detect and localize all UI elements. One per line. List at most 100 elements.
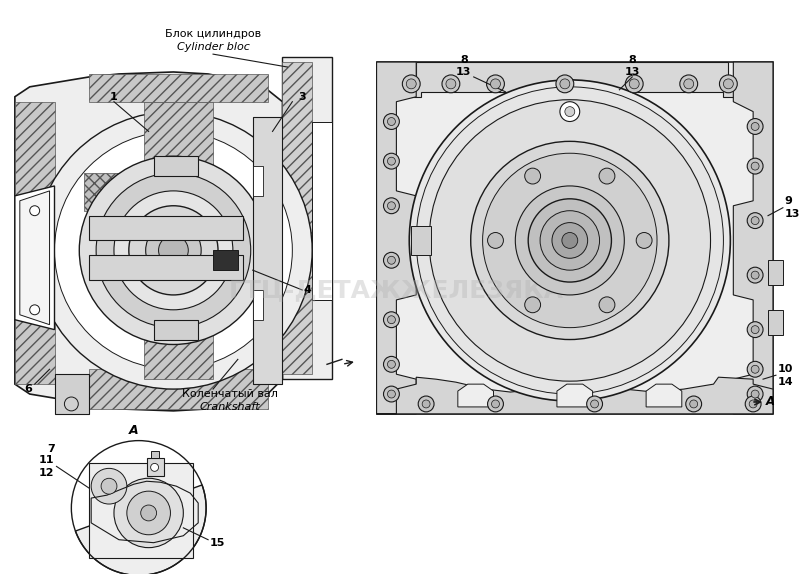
Circle shape	[515, 186, 624, 295]
Circle shape	[747, 361, 763, 377]
Polygon shape	[146, 459, 163, 476]
Circle shape	[599, 168, 615, 184]
Polygon shape	[54, 374, 89, 414]
Circle shape	[751, 271, 759, 279]
Circle shape	[30, 305, 40, 315]
Circle shape	[590, 400, 598, 408]
Circle shape	[562, 233, 578, 248]
Circle shape	[528, 199, 611, 282]
Polygon shape	[54, 374, 89, 414]
Polygon shape	[768, 310, 783, 335]
Circle shape	[129, 206, 218, 295]
Circle shape	[158, 235, 188, 265]
Circle shape	[429, 100, 710, 381]
Circle shape	[719, 75, 738, 93]
Circle shape	[560, 79, 570, 89]
Text: 10: 10	[778, 364, 794, 374]
Polygon shape	[203, 255, 242, 280]
Circle shape	[747, 267, 763, 283]
Text: Блок цилиндров: Блок цилиндров	[165, 29, 261, 39]
Circle shape	[747, 386, 763, 402]
Polygon shape	[89, 255, 242, 280]
Polygon shape	[15, 72, 282, 411]
Circle shape	[482, 153, 657, 328]
Polygon shape	[377, 377, 773, 414]
Circle shape	[410, 80, 730, 401]
Circle shape	[487, 233, 503, 248]
Polygon shape	[557, 384, 593, 407]
Circle shape	[387, 202, 395, 209]
Circle shape	[383, 114, 399, 129]
Circle shape	[747, 322, 763, 338]
Circle shape	[684, 79, 694, 89]
Text: 14: 14	[778, 377, 794, 387]
Polygon shape	[411, 226, 431, 255]
Circle shape	[416, 87, 723, 394]
Circle shape	[406, 79, 416, 89]
Text: 6: 6	[24, 384, 32, 394]
Circle shape	[387, 157, 395, 165]
Circle shape	[383, 198, 399, 213]
Polygon shape	[458, 384, 494, 407]
Text: 8: 8	[628, 55, 636, 65]
Circle shape	[387, 256, 395, 264]
Circle shape	[146, 223, 201, 278]
Circle shape	[686, 396, 702, 412]
Polygon shape	[253, 166, 262, 196]
Polygon shape	[377, 62, 773, 414]
Polygon shape	[89, 216, 144, 241]
Text: 13: 13	[625, 67, 640, 77]
Circle shape	[626, 75, 643, 93]
Circle shape	[565, 107, 574, 117]
Polygon shape	[154, 156, 198, 176]
Polygon shape	[15, 186, 54, 329]
Polygon shape	[89, 74, 267, 102]
Circle shape	[127, 491, 170, 535]
Circle shape	[490, 79, 501, 89]
Circle shape	[751, 390, 759, 398]
Text: 4: 4	[303, 285, 311, 295]
Polygon shape	[150, 451, 158, 459]
Circle shape	[387, 118, 395, 125]
Text: 7: 7	[46, 444, 54, 454]
Polygon shape	[144, 102, 213, 176]
Circle shape	[383, 252, 399, 268]
Circle shape	[525, 168, 541, 184]
Circle shape	[751, 162, 759, 170]
Circle shape	[552, 223, 588, 258]
Circle shape	[751, 365, 759, 373]
Circle shape	[680, 75, 698, 93]
Circle shape	[422, 400, 430, 408]
Circle shape	[101, 478, 117, 494]
Circle shape	[690, 400, 698, 408]
Circle shape	[747, 158, 763, 174]
Circle shape	[141, 505, 157, 521]
Circle shape	[599, 297, 615, 313]
Circle shape	[387, 316, 395, 324]
Text: Crankshaft: Crankshaft	[199, 402, 260, 412]
Circle shape	[383, 357, 399, 372]
Text: ГТЦ-ДЕТАЖЖЕЛЕЗЯКА: ГТЦ-ДЕТАЖЖЕЛЕЗЯКА	[229, 278, 564, 302]
Circle shape	[560, 102, 580, 122]
Circle shape	[751, 216, 759, 224]
Circle shape	[747, 213, 763, 228]
Text: 15: 15	[210, 538, 226, 548]
Text: Коленчатый вал: Коленчатый вал	[182, 389, 278, 399]
Circle shape	[751, 122, 759, 130]
Circle shape	[65, 397, 78, 411]
Circle shape	[114, 478, 183, 548]
Polygon shape	[382, 62, 763, 97]
Circle shape	[96, 173, 250, 328]
Circle shape	[91, 469, 127, 504]
Text: 11: 11	[39, 455, 54, 466]
Polygon shape	[84, 173, 174, 211]
Circle shape	[30, 206, 40, 216]
Circle shape	[723, 79, 734, 89]
Polygon shape	[377, 62, 416, 414]
Polygon shape	[253, 117, 282, 384]
Text: 13: 13	[785, 209, 800, 219]
Polygon shape	[734, 62, 773, 414]
Text: 3: 3	[298, 92, 306, 102]
Polygon shape	[253, 117, 282, 384]
Text: 8: 8	[460, 55, 468, 65]
